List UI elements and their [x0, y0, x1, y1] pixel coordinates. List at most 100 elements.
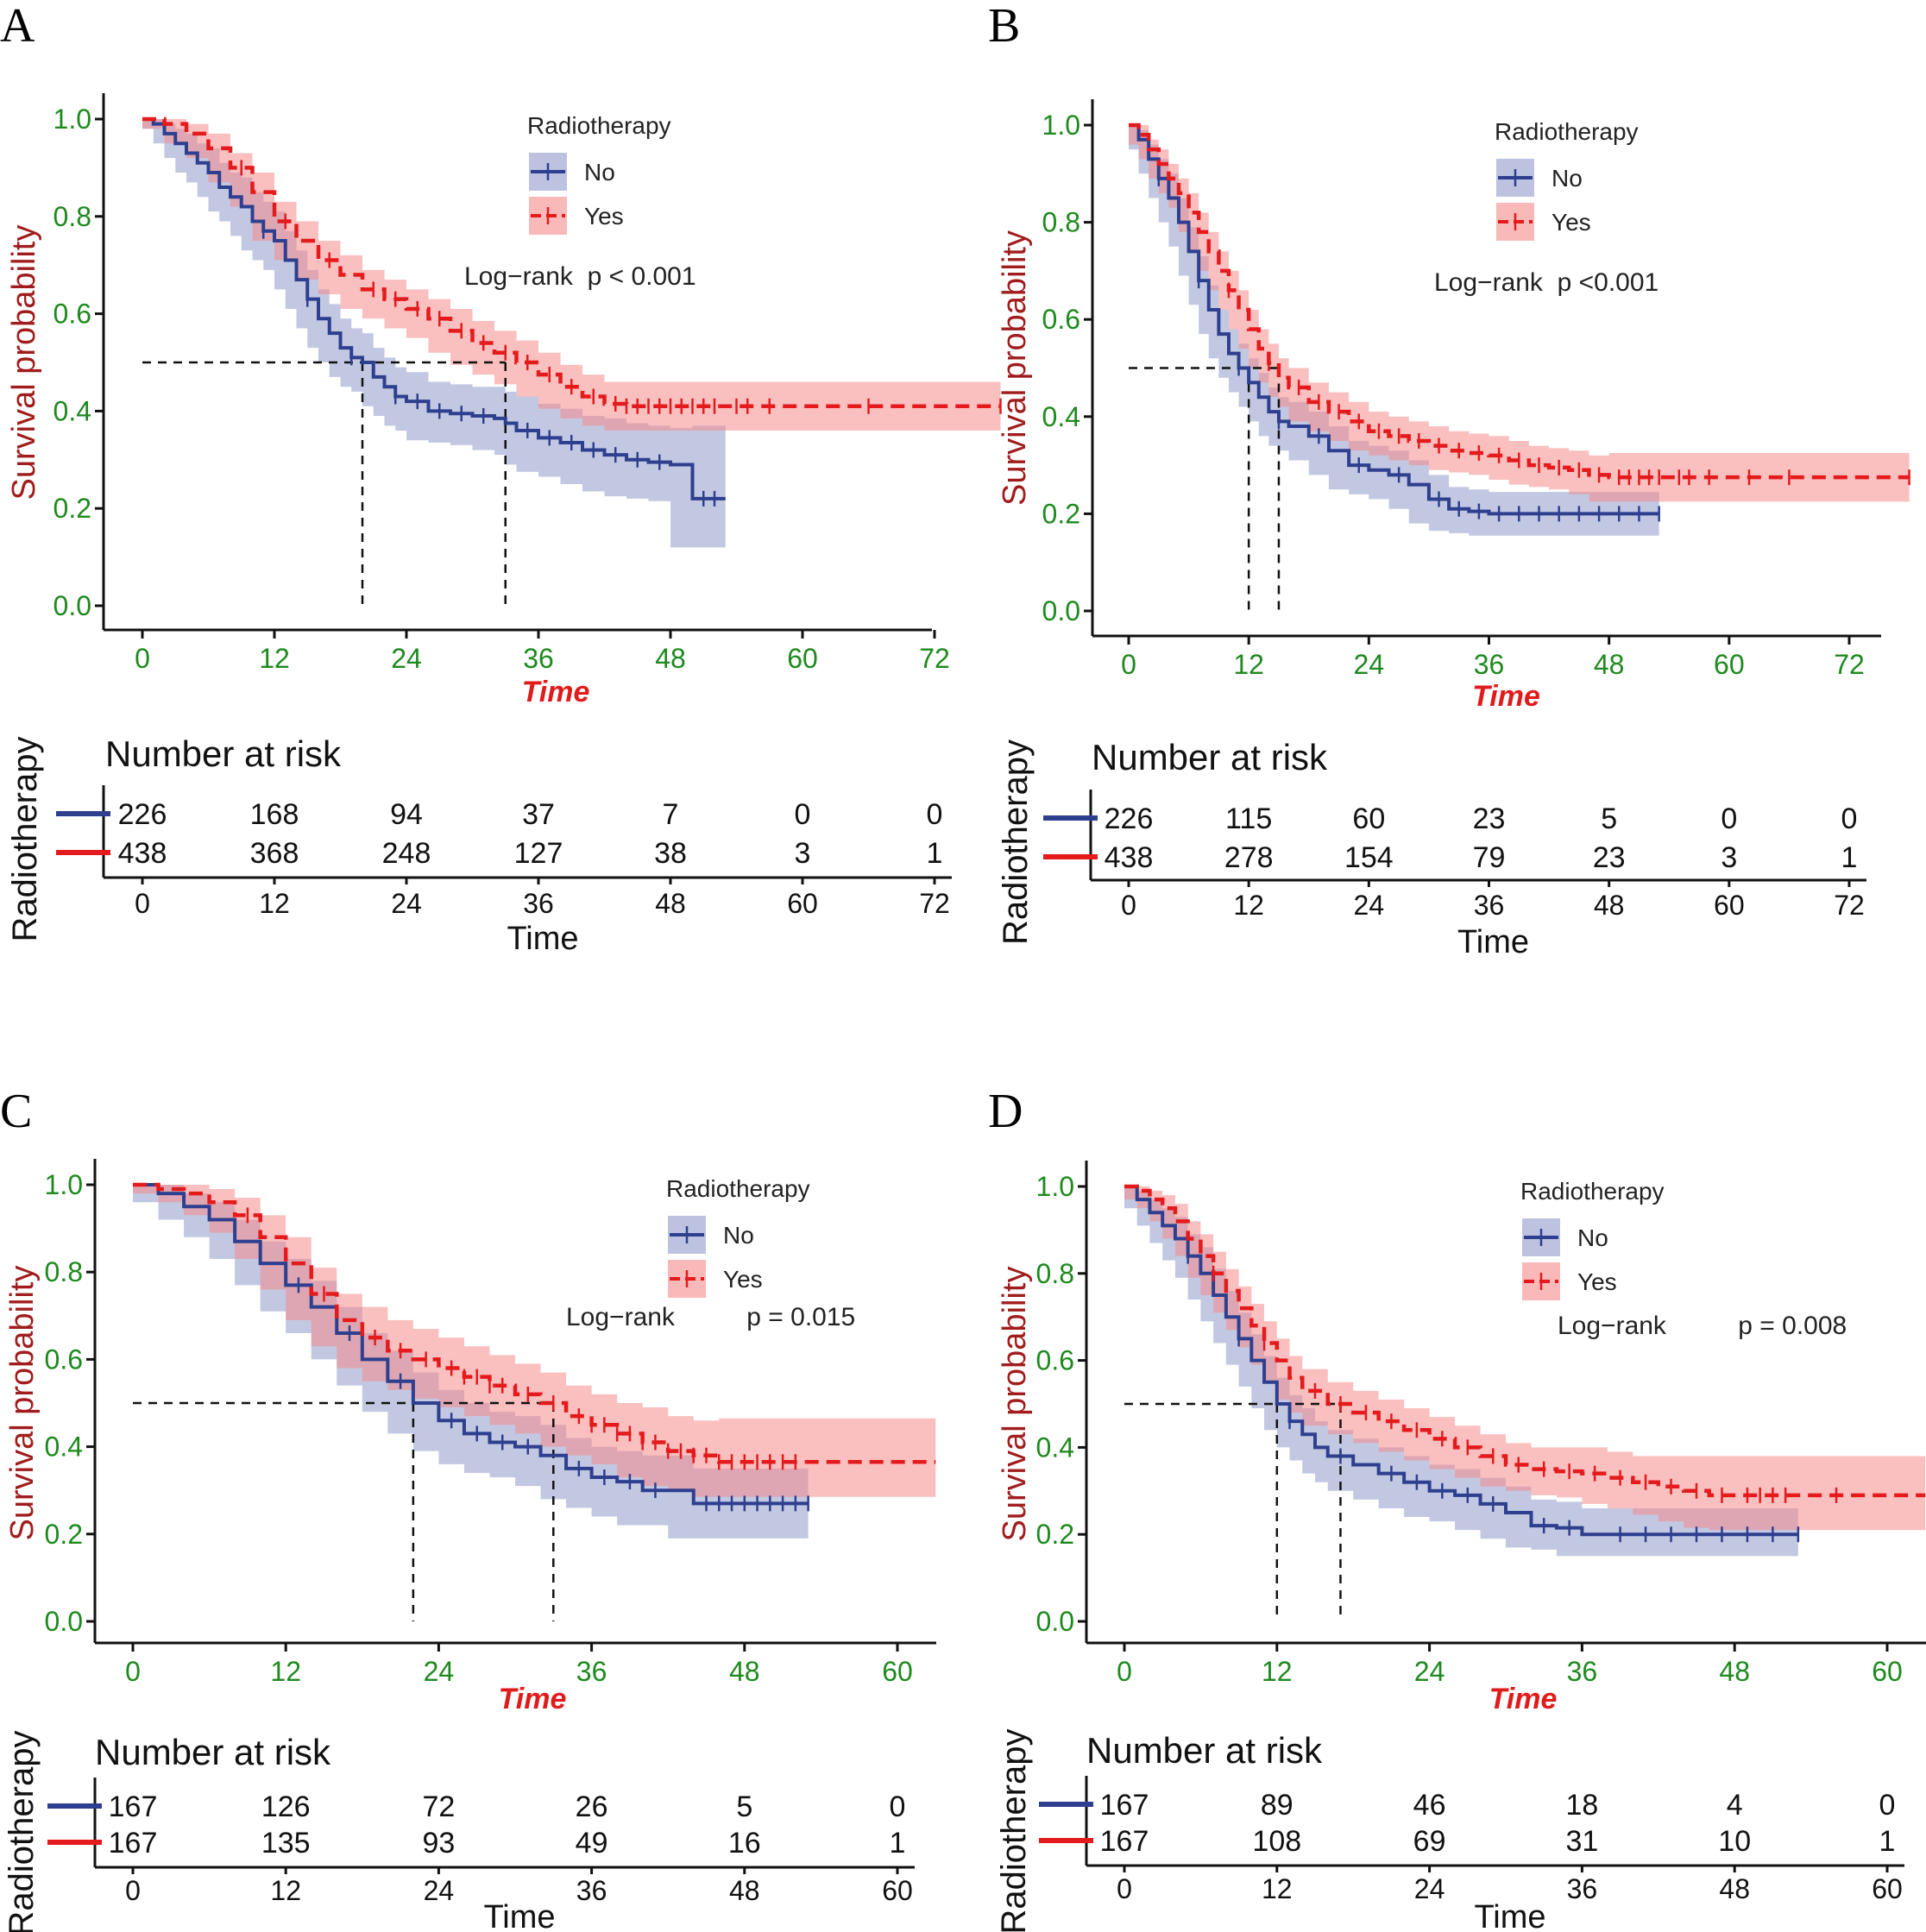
risk-x-axis-title: Time	[483, 1899, 555, 1932]
y-axis-title: Survival probability	[4, 1266, 41, 1541]
risk-x-tick-label: 0	[1117, 1873, 1132, 1904]
risk-count: 16	[728, 1827, 761, 1860]
panel-letter: D	[988, 1085, 1023, 1138]
legend: Radiotherapy No Yes	[1495, 118, 1639, 241]
pvalue-label: Log−rank p < 0.001	[464, 262, 696, 291]
legend-label-no: No	[1577, 1224, 1608, 1251]
x-tick-label: 0	[125, 1656, 141, 1687]
legend-label-yes: Yes	[723, 1266, 763, 1293]
panel-letter: C	[0, 1085, 32, 1138]
risk-count: 3	[795, 837, 811, 870]
risk-count: 3	[1721, 841, 1737, 874]
x-tick-label: 24	[424, 1656, 455, 1687]
y-tick-label: 0.6	[45, 1344, 83, 1375]
panel-a: A 0.0 0.2 0.4 0.6 0.8 1.0 0 12 24 36 48 60 72 Time Surv…	[0, 0, 1002, 957]
km-curve-no	[1124, 1185, 1798, 1537]
risk-x-tick-label: 48	[1719, 1873, 1750, 1904]
risk-count: 46	[1413, 1789, 1446, 1822]
risk-count: 438	[118, 837, 167, 870]
ci-band-yes	[142, 119, 1001, 431]
x-tick-label: 36	[576, 1656, 607, 1687]
risk-count: 5	[736, 1790, 752, 1823]
y-tick-label: 1.0	[1036, 1171, 1074, 1202]
risk-x-tick-label: 0	[135, 888, 150, 919]
risk-x-tick-label: 48	[1594, 890, 1625, 921]
risk-count: 154	[1344, 841, 1394, 874]
y-tick-label: 0.8	[45, 1256, 83, 1287]
risk-count: 18	[1565, 1789, 1598, 1822]
panel-letter: B	[988, 0, 1020, 53]
x-tick-label: 0	[135, 643, 150, 674]
risk-count: 438	[1105, 841, 1154, 874]
risk-x-axis-title: Time	[1457, 924, 1529, 960]
risk-x-tick-label: 24	[424, 1875, 455, 1906]
x-tick-label: 12	[1262, 1656, 1293, 1687]
risk-count: 0	[1879, 1789, 1896, 1822]
x-tick-label: 60	[882, 1656, 913, 1687]
risk-count: 37	[522, 798, 555, 831]
x-tick-label: 12	[259, 643, 290, 674]
legend-title: Radiotherapy	[1495, 118, 1639, 145]
risk-count: 248	[382, 837, 431, 870]
x-tick-label: 36	[1567, 1656, 1598, 1687]
risk-count: 1	[1879, 1825, 1896, 1858]
legend-label-no: No	[584, 159, 615, 186]
risk-table: Number at risk 226 168 94 37 7 0 0 438 368 248 127 3…	[6, 733, 952, 957]
risk-count: 94	[390, 798, 423, 831]
y-tick-label: 0.2	[45, 1519, 83, 1550]
risk-count: 167	[109, 1827, 158, 1860]
y-tick-label: 1.0	[54, 104, 91, 135]
pvalue-label: Log−rank p <0.001	[1434, 268, 1658, 297]
risk-count: 1	[927, 837, 943, 870]
x-tick-label: 72	[919, 643, 950, 674]
x-tick-label: 60	[1872, 1656, 1903, 1687]
risk-y-axis-title: Radiotherapy	[995, 1729, 1033, 1932]
risk-count: 4	[1727, 1789, 1743, 1822]
x-tick-label: 24	[391, 643, 422, 674]
risk-count: 69	[1413, 1825, 1446, 1858]
risk-count: 0	[1721, 802, 1737, 835]
x-axis-title: Time	[1489, 1683, 1558, 1715]
km-curve-no	[1129, 123, 1659, 516]
x-tick-label: 12	[1233, 649, 1264, 680]
y-tick-label: 0.2	[1042, 498, 1080, 529]
risk-table-title: Number at risk	[1086, 1730, 1323, 1771]
risk-x-tick-label: 24	[1414, 1873, 1445, 1904]
risk-count: 127	[514, 837, 563, 870]
risk-x-tick-label: 60	[1714, 890, 1745, 921]
risk-x-tick-label: 0	[1121, 890, 1136, 921]
y-tick-label: 0.2	[1036, 1519, 1074, 1550]
risk-x-axis-title: Time	[507, 921, 578, 957]
pvalue-label: Log−rank p = 0.015	[566, 1303, 855, 1331]
risk-y-axis-title: Radiotherapy	[997, 739, 1035, 945]
risk-count: 5	[1601, 802, 1617, 835]
x-tick-label: 36	[1474, 649, 1505, 680]
y-tick-label: 0.4	[54, 395, 91, 426]
risk-x-tick-label: 72	[919, 888, 950, 919]
x-tick-label: 48	[655, 643, 686, 674]
risk-count: 23	[1473, 802, 1506, 835]
risk-x-tick-label: 12	[1262, 1873, 1293, 1904]
risk-x-tick-label: 48	[729, 1875, 760, 1906]
legend-label-yes: Yes	[584, 203, 624, 230]
panel-d: D 0.0 0.2 0.4 0.6 0.8 1.0 0 12 24 36 48 60 Time Surviv…	[988, 1085, 1926, 1932]
risk-table-title: Number at risk	[95, 1732, 331, 1772]
risk-count: 0	[1841, 802, 1858, 835]
km-curve-no	[133, 1183, 809, 1506]
risk-count: 226	[1105, 802, 1154, 835]
x-tick-label: 72	[1834, 649, 1865, 680]
risk-count: 1	[890, 1827, 906, 1860]
y-tick-label: 0.8	[1036, 1258, 1074, 1289]
risk-count: 89	[1261, 1789, 1293, 1822]
risk-count: 10	[1718, 1825, 1751, 1858]
x-tick-label: 12	[270, 1656, 301, 1687]
risk-x-tick-label: 60	[882, 1875, 913, 1906]
pvalue-label: Log−rank p = 0.008	[1558, 1312, 1847, 1340]
risk-table: Number at risk 167 126 72 26 5 0 167 135 93 49 16 1 0…	[3, 1731, 915, 1932]
risk-y-axis-title: Radiotherapy	[6, 737, 44, 942]
risk-count: 115	[1225, 802, 1272, 835]
risk-count: 0	[890, 1790, 906, 1823]
risk-count: 0	[927, 798, 943, 831]
y-tick-label: 1.0	[1042, 110, 1080, 141]
